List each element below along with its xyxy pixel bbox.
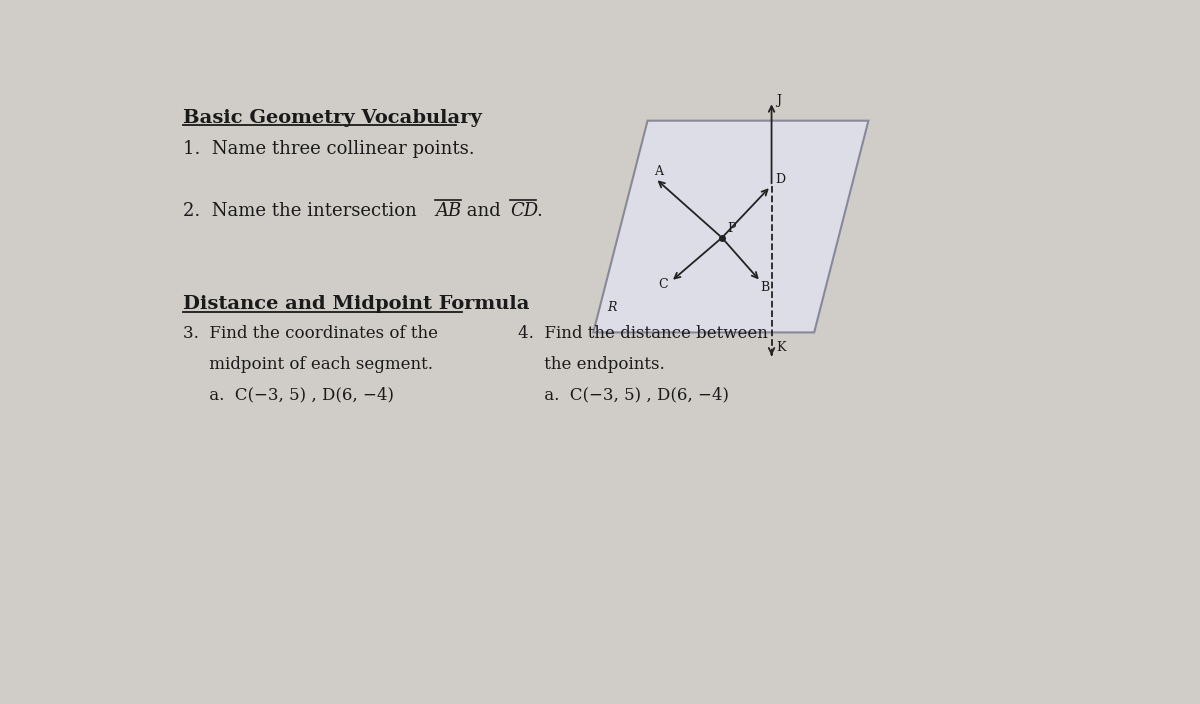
Text: Basic Geometry Vocabulary: Basic Geometry Vocabulary xyxy=(182,109,481,127)
Text: AB: AB xyxy=(436,201,462,220)
Text: Distance and Midpoint Formula: Distance and Midpoint Formula xyxy=(182,296,529,313)
Text: P: P xyxy=(727,222,736,235)
Text: .: . xyxy=(536,201,542,220)
Text: a.  C(−3, 5) , D(6, −4): a. C(−3, 5) , D(6, −4) xyxy=(518,386,730,403)
Text: midpoint of each segment.: midpoint of each segment. xyxy=(182,356,432,372)
Text: a.  C(−3, 5) , D(6, −4): a. C(−3, 5) , D(6, −4) xyxy=(182,386,394,403)
Text: 1.  Name three collinear points.: 1. Name three collinear points. xyxy=(182,140,474,158)
Text: D: D xyxy=(775,173,786,186)
Text: R: R xyxy=(607,301,617,314)
Text: CD: CD xyxy=(510,201,539,220)
Text: 4.  Find the distance between: 4. Find the distance between xyxy=(518,325,768,341)
Text: the endpoints.: the endpoints. xyxy=(518,356,665,372)
Text: J: J xyxy=(776,94,781,107)
Text: B: B xyxy=(760,281,769,294)
Text: K: K xyxy=(776,341,786,354)
Text: 2.  Name the intersection: 2. Name the intersection xyxy=(182,201,422,220)
Polygon shape xyxy=(593,120,869,332)
Text: 3.  Find the coordinates of the: 3. Find the coordinates of the xyxy=(182,325,438,341)
Text: C: C xyxy=(659,278,668,291)
Text: A: A xyxy=(654,165,662,177)
Text: and: and xyxy=(461,201,506,220)
